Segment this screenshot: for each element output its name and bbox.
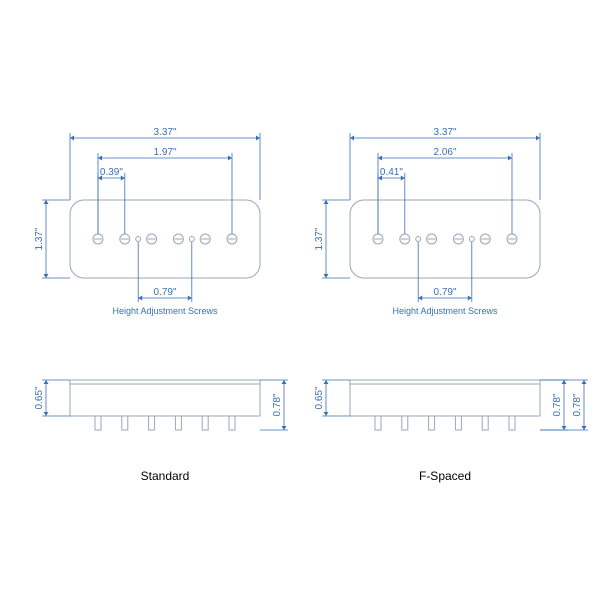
svg-text:0.65": 0.65" <box>314 386 325 409</box>
svg-text:1.97": 1.97" <box>153 147 176 158</box>
dim-body-height: 0.65" <box>314 380 329 416</box>
pickup-body-side <box>350 380 540 416</box>
side-view: 0.65" 0.78" 0.78" <box>314 380 588 430</box>
label-adjustment-screws: Height Adjustment Screws <box>112 306 218 316</box>
dim-width: 3.37" <box>70 127 260 141</box>
dim-screw-spacing: 0.79" <box>138 287 192 301</box>
dim-inner-width: 1.97" <box>98 147 232 161</box>
variant-f-spaced: 3.37" 2.06" 0.41" 1.37" 0.79" Height Adjustme… <box>314 127 588 483</box>
svg-text:1.37": 1.37" <box>34 227 45 250</box>
svg-text:3.37": 3.37" <box>153 127 176 138</box>
dim-height: 1.37" <box>34 200 49 278</box>
top-view: 3.37" 2.06" 0.41" 1.37" 0.79" Height Adjustme… <box>314 127 540 316</box>
top-view: 3.37" 1.97" 0.39" 1.37" 0.79" Height Adjustme… <box>34 127 260 316</box>
pickup-body-side <box>70 380 260 416</box>
dim-width: 3.37" <box>350 127 540 141</box>
dim-overall-height-2: 0.78" <box>572 380 587 430</box>
svg-text:0.78": 0.78" <box>572 393 583 416</box>
svg-text:0.41": 0.41" <box>380 167 403 178</box>
side-view: 0.65" 0.78" <box>34 380 288 430</box>
svg-text:0.78": 0.78" <box>272 393 283 416</box>
variant-standard: 3.37" 1.97" 0.39" 1.37" 0.79" Height Adjustme… <box>34 127 288 483</box>
variant-title: F-Spaced <box>419 469 471 483</box>
svg-text:0.79": 0.79" <box>433 287 456 298</box>
svg-text:2.06": 2.06" <box>433 147 456 158</box>
dim-screw-spacing: 0.79" <box>418 287 472 301</box>
dim-overall-height: 0.78" <box>272 380 287 430</box>
label-adjustment-screws: Height Adjustment Screws <box>392 306 498 316</box>
svg-text:0.65": 0.65" <box>34 386 45 409</box>
dim-overall-height: 0.78" <box>552 380 567 430</box>
svg-text:0.39": 0.39" <box>100 167 123 178</box>
dim-pitch: 0.41" <box>378 167 405 181</box>
dim-pitch: 0.39" <box>98 167 125 181</box>
svg-text:0.79": 0.79" <box>153 287 176 298</box>
svg-text:1.37": 1.37" <box>314 227 325 250</box>
dim-inner-width: 2.06" <box>378 147 512 161</box>
dim-body-height: 0.65" <box>34 380 49 416</box>
svg-text:0.78": 0.78" <box>552 393 563 416</box>
dim-height: 1.37" <box>314 200 329 278</box>
svg-text:3.37": 3.37" <box>433 127 456 138</box>
variant-title: Standard <box>141 469 190 483</box>
